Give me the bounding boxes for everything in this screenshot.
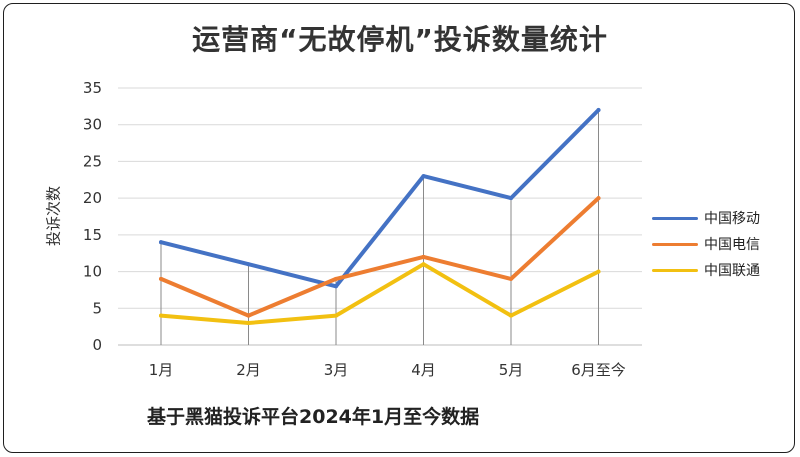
legend-label-series-1: 中国电信: [704, 237, 760, 253]
data-point-s2-4: [509, 313, 513, 318]
y-tick-label-5: 5: [92, 299, 102, 317]
data-point-s0-1: [246, 262, 251, 267]
legend-item-series-1: 中国电信: [652, 231, 760, 257]
data-point-s1-0: [159, 276, 163, 281]
data-point-s2-5: [596, 269, 601, 274]
x-tick-label-2: 3月: [324, 361, 349, 379]
data-point-s0-5: [596, 108, 601, 113]
legend-swatch-series-1: [652, 242, 698, 246]
chart-title: 运营商“无故停机”投诉数量统计: [192, 23, 608, 56]
y-tick-label-35: 35: [83, 79, 102, 97]
legend-swatch-series-0: [652, 216, 698, 220]
y-tick-label-15: 15: [83, 226, 102, 244]
data-point-s2-2: [334, 313, 338, 318]
x-tick-label-3: 4月: [411, 361, 436, 379]
data-source-note: 基于黑猫投诉平台2024年1月至今数据: [147, 406, 480, 428]
x-tick-label-1: 2月: [236, 361, 261, 379]
chart-legend: 中国移动 中国电信 中国联通: [652, 205, 760, 283]
data-point-s1-3: [421, 254, 426, 259]
legend-item-series-2: 中国联通: [652, 257, 760, 283]
data-point-s0-4: [509, 196, 513, 201]
data-point-s1-1: [246, 313, 251, 318]
data-point-s0-3: [421, 174, 426, 179]
data-point-s1-4: [509, 276, 513, 281]
x-tick-label-5: 6月至今: [571, 361, 626, 379]
legend-item-series-0: 中国移动: [652, 205, 760, 231]
data-point-s2-0: [159, 313, 163, 318]
chart-frame: [3, 3, 795, 453]
data-point-s2-3: [421, 262, 426, 267]
x-tick-label-4: 5月: [499, 361, 524, 379]
y-tick-label-20: 20: [83, 189, 102, 207]
data-point-s2-1: [246, 320, 251, 325]
x-tick-label-0: 1月: [149, 361, 174, 379]
y-tick-label-0: 0: [92, 336, 102, 354]
y-tick-label-10: 10: [83, 263, 102, 281]
data-point-s0-2: [334, 284, 338, 289]
legend-label-series-0: 中国移动: [704, 211, 760, 227]
series-line-2: [159, 262, 601, 325]
series-line-0: [159, 108, 601, 289]
legend-swatch-series-2: [652, 268, 698, 272]
legend-label-series-2: 中国联通: [704, 263, 760, 279]
series-line-1: [159, 196, 601, 318]
data-point-s1-5: [596, 196, 601, 201]
data-point-s0-0: [159, 240, 163, 245]
y-tick-label-30: 30: [83, 116, 102, 134]
data-point-s1-2: [334, 276, 338, 281]
y-tick-label-25: 25: [83, 152, 102, 170]
